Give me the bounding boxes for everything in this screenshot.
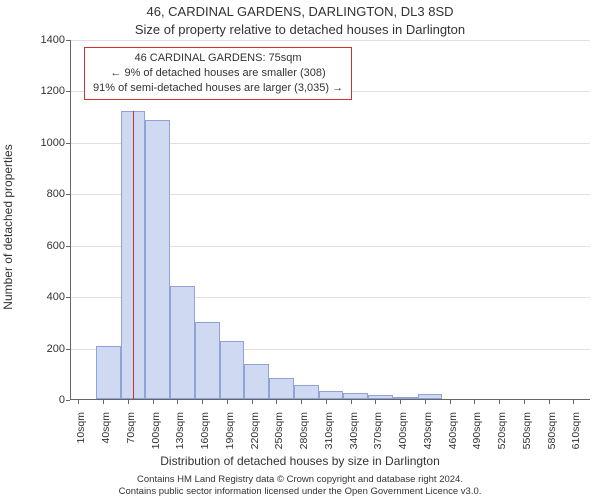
- y-tick-mark: [66, 143, 70, 144]
- x-tick-label: 40sqm: [100, 412, 112, 462]
- y-tick-mark: [66, 40, 70, 41]
- y-tick-mark: [66, 400, 70, 401]
- y-tick-mark: [66, 91, 70, 92]
- x-tick-label: 280sqm: [298, 412, 310, 462]
- histogram-bar: [393, 397, 418, 399]
- x-tick-mark: [425, 400, 426, 404]
- marker-line: [133, 111, 134, 399]
- y-axis-label: Number of detached properties: [1, 144, 15, 309]
- x-tick-label: 130sqm: [174, 412, 186, 462]
- x-tick-label: 550sqm: [521, 412, 533, 462]
- x-tick-label: 100sqm: [150, 412, 162, 462]
- page-title-line1: 46, CARDINAL GARDENS, DARLINGTON, DL3 8S…: [0, 4, 600, 19]
- x-tick-label: 10sqm: [75, 412, 87, 462]
- info-box-line3: 91% of semi-detached houses are larger (…: [93, 81, 343, 96]
- x-tick-mark: [499, 400, 500, 404]
- y-tick-label: 1000: [25, 137, 65, 149]
- histogram-bar: [418, 394, 443, 399]
- x-tick-label: 190sqm: [224, 412, 236, 462]
- y-tick-label: 1400: [25, 34, 65, 46]
- y-tick-mark: [66, 246, 70, 247]
- x-tick-label: 160sqm: [199, 412, 211, 462]
- y-tick-mark: [66, 349, 70, 350]
- x-tick-label: 70sqm: [125, 412, 137, 462]
- y-tick-mark: [66, 297, 70, 298]
- footnote: Contains HM Land Registry data © Crown c…: [0, 474, 600, 498]
- y-tick-label: 400: [25, 291, 65, 303]
- x-tick-mark: [549, 400, 550, 404]
- x-tick-mark: [573, 400, 574, 404]
- x-tick-mark: [128, 400, 129, 404]
- x-tick-label: 520sqm: [496, 412, 508, 462]
- x-tick-label: 580sqm: [546, 412, 558, 462]
- x-tick-mark: [153, 400, 154, 404]
- x-tick-mark: [301, 400, 302, 404]
- histogram-bar: [220, 341, 245, 399]
- x-tick-mark: [276, 400, 277, 404]
- x-tick-mark: [400, 400, 401, 404]
- histogram-bar: [343, 393, 368, 399]
- grid-line: [71, 40, 590, 41]
- footnote-line2: Contains public sector information licen…: [119, 486, 482, 497]
- x-tick-mark: [326, 400, 327, 404]
- y-tick-label: 800: [25, 188, 65, 200]
- x-tick-label: 400sqm: [397, 412, 409, 462]
- histogram-bar: [195, 322, 220, 399]
- histogram-bar: [244, 364, 269, 399]
- x-tick-label: 610sqm: [570, 412, 582, 462]
- y-tick-label: 1200: [25, 85, 65, 97]
- x-tick-label: 310sqm: [323, 412, 335, 462]
- x-tick-mark: [524, 400, 525, 404]
- y-tick-mark: [66, 194, 70, 195]
- histogram-bar: [319, 391, 344, 399]
- x-tick-mark: [177, 400, 178, 404]
- x-tick-mark: [202, 400, 203, 404]
- x-tick-label: 340sqm: [348, 412, 360, 462]
- x-tick-mark: [450, 400, 451, 404]
- y-tick-label: 0: [25, 394, 65, 406]
- histogram-bar: [294, 385, 319, 399]
- x-tick-mark: [103, 400, 104, 404]
- x-tick-mark: [252, 400, 253, 404]
- histogram-bar: [170, 286, 195, 399]
- info-box: 46 CARDINAL GARDENS: 75sqm ← 9% of detac…: [84, 47, 352, 100]
- x-tick-label: 370sqm: [372, 412, 384, 462]
- x-tick-label: 250sqm: [273, 412, 285, 462]
- x-tick-mark: [375, 400, 376, 404]
- y-tick-label: 600: [25, 240, 65, 252]
- footnote-line1: Contains HM Land Registry data © Crown c…: [137, 474, 463, 485]
- x-tick-label: 220sqm: [249, 412, 261, 462]
- x-tick-mark: [474, 400, 475, 404]
- info-box-line1: 46 CARDINAL GARDENS: 75sqm: [93, 51, 343, 66]
- x-tick-label: 490sqm: [471, 412, 483, 462]
- x-tick-mark: [351, 400, 352, 404]
- info-box-line2: ← 9% of detached houses are smaller (308…: [93, 66, 343, 81]
- histogram-bar: [269, 378, 294, 399]
- x-tick-mark: [78, 400, 79, 404]
- x-tick-label: 430sqm: [422, 412, 434, 462]
- x-tick-label: 460sqm: [447, 412, 459, 462]
- x-tick-mark: [227, 400, 228, 404]
- histogram-bar: [145, 120, 170, 399]
- page-title-line2: Size of property relative to detached ho…: [0, 22, 600, 37]
- histogram-bar: [96, 346, 121, 399]
- histogram-bar: [368, 395, 393, 399]
- y-tick-label: 200: [25, 343, 65, 355]
